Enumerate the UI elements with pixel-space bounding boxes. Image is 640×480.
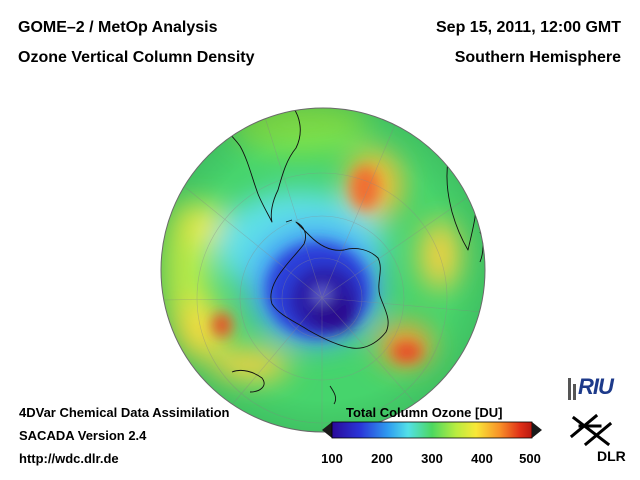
colorbar-tick-300: 300 [421, 451, 443, 466]
colorbar-max-arrow [532, 422, 542, 438]
colorbar-tick-200: 200 [371, 451, 393, 466]
dlr-logo-icon [572, 416, 610, 444]
colorbar-tick-400: 400 [471, 451, 493, 466]
footer-version: SACADA Version 2.4 [19, 428, 146, 443]
riu-emblem-icon [568, 378, 576, 400]
riu-logo: RIU [578, 374, 613, 400]
colorbar-gradient [332, 422, 532, 438]
colorbar [322, 422, 542, 438]
dlr-logo-text: DLR [597, 448, 626, 464]
footer-url[interactable]: http://wdc.dlr.de [19, 451, 119, 466]
colorbar-tick-100: 100 [321, 451, 343, 466]
footer-method: 4DVar Chemical Data Assimilation [19, 405, 230, 420]
colorbar-title: Total Column Ozone [DU] [346, 405, 502, 420]
colorbar-tick-500: 500 [519, 451, 541, 466]
